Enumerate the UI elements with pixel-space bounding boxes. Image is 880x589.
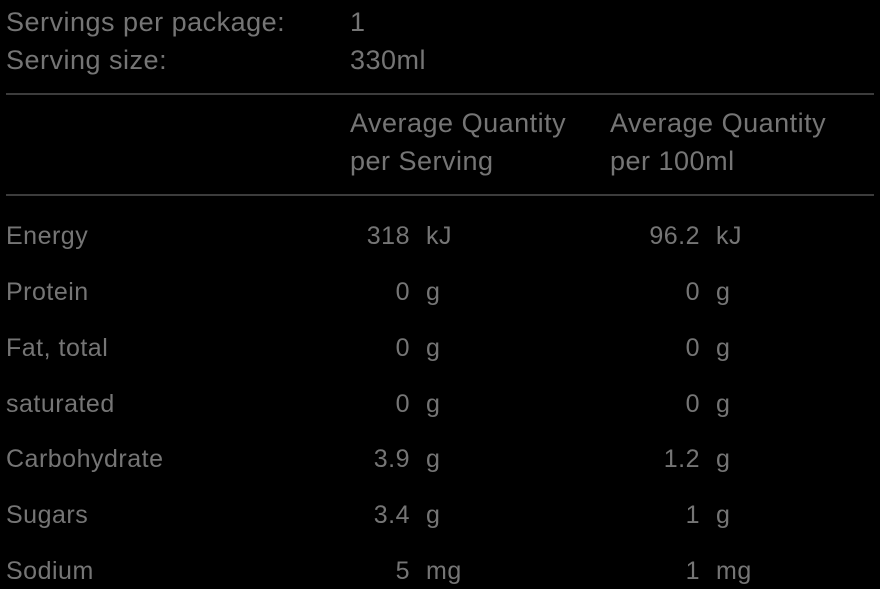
divider-bottom bbox=[6, 194, 874, 196]
serving-size-label: Serving size: bbox=[6, 42, 350, 78]
nutrient-label: Carbohydrate bbox=[6, 443, 350, 477]
per-100ml-unit: g bbox=[710, 276, 874, 310]
divider-top bbox=[6, 93, 874, 95]
per-serving-value: 3.9 bbox=[350, 443, 420, 477]
per-serving-value: 0 bbox=[350, 388, 420, 422]
per-100ml-unit: g bbox=[710, 388, 874, 422]
col-header-per-100ml: Average Quantity per 100ml bbox=[610, 105, 874, 181]
per-serving-value: 0 bbox=[350, 332, 420, 366]
per-100ml-value: 1.2 bbox=[610, 443, 710, 477]
nutrient-label: Sodium bbox=[6, 555, 350, 589]
per-serving-unit: g bbox=[420, 276, 610, 310]
per-100ml-value: 0 bbox=[610, 388, 710, 422]
table-row: Carbohydrate 3.9 g 1.2 g bbox=[6, 443, 874, 477]
nutrient-label: Sugars bbox=[6, 499, 350, 533]
meta-block: Servings per package: 1 Serving size: 33… bbox=[6, 4, 874, 79]
servings-per-package-label: Servings per package: bbox=[6, 4, 350, 40]
col-header-per-serving: Average Quantity per Serving bbox=[350, 105, 610, 181]
per-100ml-unit: g bbox=[710, 443, 874, 477]
col-header-empty bbox=[6, 105, 350, 181]
servings-per-package-value: 1 bbox=[350, 4, 874, 40]
per-serving-value: 3.4 bbox=[350, 499, 420, 533]
per-100ml-value: 1 bbox=[610, 499, 710, 533]
nutrition-panel: Servings per package: 1 Serving size: 33… bbox=[0, 0, 880, 589]
per-serving-value: 5 bbox=[350, 555, 420, 589]
table-row: Fat, total 0 g 0 g bbox=[6, 332, 874, 366]
per-serving-value: 318 bbox=[350, 220, 420, 254]
per-serving-unit: g bbox=[420, 388, 610, 422]
per-100ml-unit: g bbox=[710, 332, 874, 366]
table-row: Energy 318 kJ 96.2 kJ bbox=[6, 220, 874, 254]
per-100ml-value: 0 bbox=[610, 332, 710, 366]
per-100ml-value: 96.2 bbox=[610, 220, 710, 254]
per-serving-unit: kJ bbox=[420, 220, 610, 254]
nutrient-label: Fat, total bbox=[6, 332, 350, 366]
table-row: Sugars 3.4 g 1 g bbox=[6, 499, 874, 533]
per-serving-unit: g bbox=[420, 499, 610, 533]
nutrient-label: saturated bbox=[6, 388, 350, 422]
table-row: Protein 0 g 0 g bbox=[6, 276, 874, 310]
nutrient-label: Protein bbox=[6, 276, 350, 310]
nutrient-label: Energy bbox=[6, 220, 350, 254]
per-100ml-unit: kJ bbox=[710, 220, 874, 254]
per-100ml-value: 0 bbox=[610, 276, 710, 310]
nutrient-rows: Energy 318 kJ 96.2 kJ Protein 0 g 0 g Fa… bbox=[6, 206, 874, 588]
per-serving-unit: g bbox=[420, 443, 610, 477]
per-100ml-unit: mg bbox=[710, 555, 874, 589]
per-100ml-unit: g bbox=[710, 499, 874, 533]
table-header: Average Quantity per Serving Average Qua… bbox=[6, 105, 874, 191]
serving-size-value: 330ml bbox=[350, 42, 874, 78]
per-100ml-value: 1 bbox=[610, 555, 710, 589]
per-serving-value: 0 bbox=[350, 276, 420, 310]
table-row: saturated 0 g 0 g bbox=[6, 388, 874, 422]
per-serving-unit: mg bbox=[420, 555, 610, 589]
per-serving-unit: g bbox=[420, 332, 610, 366]
table-row: Sodium 5 mg 1 mg bbox=[6, 555, 874, 589]
